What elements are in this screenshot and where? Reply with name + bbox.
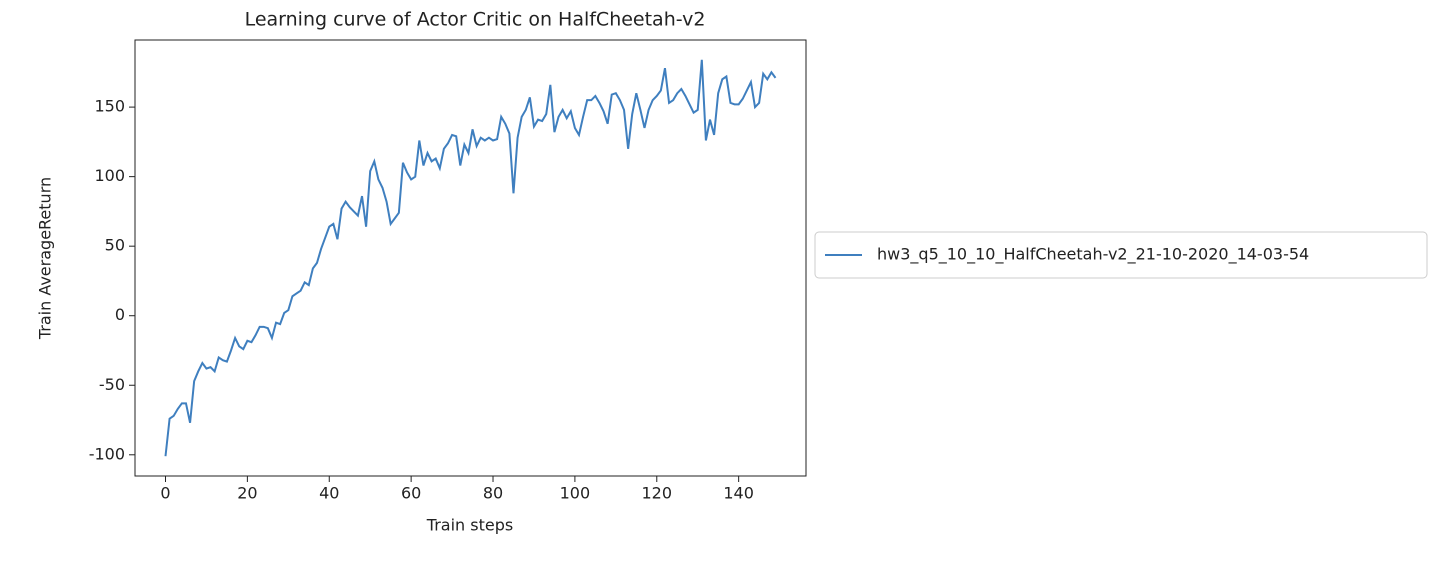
y-tick-label: -100 [89, 444, 125, 463]
x-tick-label: 60 [401, 484, 421, 503]
x-tick-label: 100 [560, 484, 591, 503]
series-line [164, 59, 777, 457]
x-tick-label: 120 [642, 484, 673, 503]
y-tick-label: 150 [94, 97, 125, 116]
x-axis-label: Train steps [426, 516, 513, 535]
x-tick-label: 80 [483, 484, 503, 503]
legend-label: hw3_q5_10_10_HalfCheetah-v2_21-10-2020_1… [877, 245, 1309, 265]
x-tick-label: 0 [160, 484, 170, 503]
plot-frame [134, 39, 807, 477]
y-tick-label: 50 [105, 236, 125, 255]
y-tick-label: 0 [115, 305, 125, 324]
y-tick-label: -50 [99, 375, 125, 394]
y-tick-label: 100 [94, 166, 125, 185]
x-tick-label: 40 [319, 484, 339, 503]
x-tick-label: 20 [237, 484, 257, 503]
chart-title: Learning curve of Actor Critic on HalfCh… [245, 9, 706, 31]
legend-box [814, 231, 1428, 279]
x-tick-label: 140 [723, 484, 754, 503]
y-axis-label: Train AverageReturn [36, 177, 55, 340]
